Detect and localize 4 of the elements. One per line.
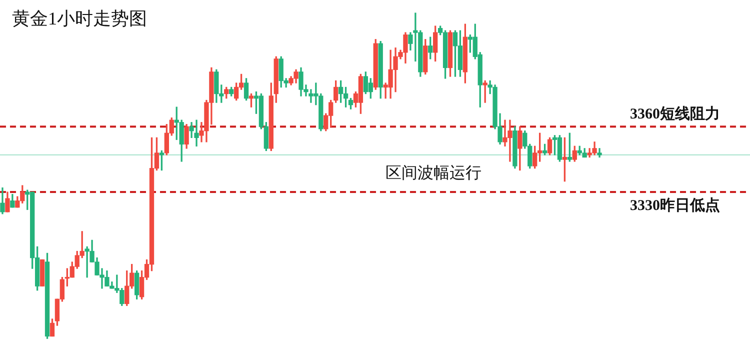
ref-line-label: 3330昨日低点: [630, 196, 720, 214]
annotation: 区间波幅运行: [385, 164, 482, 182]
chart-title: 黄金1小时走势图: [12, 8, 147, 29]
ref-line-label: 3360短线阻力: [630, 105, 720, 122]
